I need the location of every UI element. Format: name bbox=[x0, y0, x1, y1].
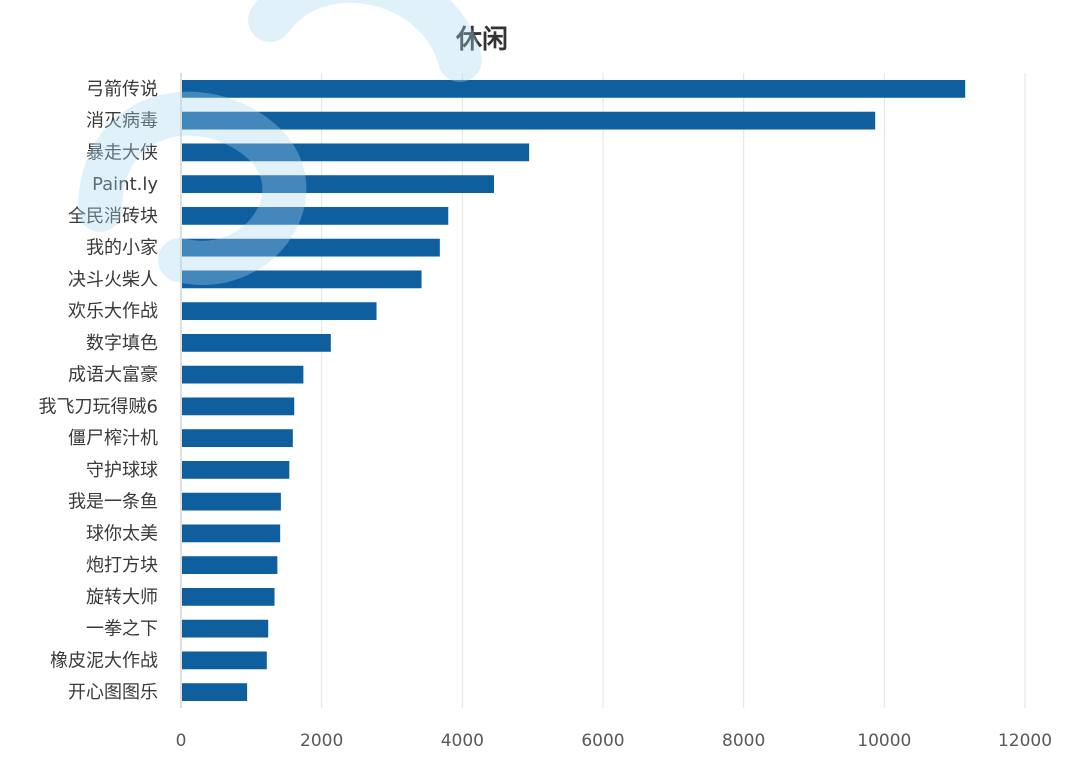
bar bbox=[182, 524, 281, 543]
bar bbox=[182, 111, 876, 130]
bar bbox=[182, 397, 295, 416]
category-label: 球你太美 bbox=[86, 523, 158, 544]
category-label: 消灭病毒 bbox=[86, 111, 158, 132]
bar bbox=[182, 556, 278, 575]
bar bbox=[182, 238, 440, 257]
x-tick-label: 10000 bbox=[857, 731, 911, 751]
bar bbox=[182, 492, 281, 511]
bar bbox=[182, 143, 530, 162]
bar bbox=[182, 587, 275, 606]
bar bbox=[182, 429, 293, 448]
category-label: 成语大富豪 bbox=[68, 365, 158, 386]
category-label: 欢乐大作战 bbox=[68, 301, 158, 322]
bar bbox=[182, 365, 304, 384]
x-tick-label: 2000 bbox=[300, 731, 343, 751]
bar bbox=[182, 270, 422, 289]
category-label: 开心图图乐 bbox=[68, 682, 158, 703]
x-tick-label: 4000 bbox=[441, 731, 484, 751]
category-label: 我的小家 bbox=[86, 238, 158, 259]
bar bbox=[182, 206, 449, 225]
category-label: 暴走大侠 bbox=[86, 142, 158, 163]
category-label: 一拳之下 bbox=[86, 619, 158, 640]
bar bbox=[182, 302, 377, 321]
category-label: 数字填色 bbox=[86, 333, 158, 354]
chart-title: 休闲 bbox=[455, 25, 508, 55]
category-label: 弓箭传说 bbox=[86, 79, 158, 100]
x-tick-label: 6000 bbox=[581, 731, 624, 751]
bar bbox=[182, 460, 290, 479]
bar bbox=[182, 175, 494, 194]
category-label: Paint.ly bbox=[92, 174, 158, 195]
bar bbox=[182, 683, 248, 702]
bar bbox=[182, 333, 331, 352]
bar bbox=[182, 619, 269, 638]
category-label: 决斗火柴人 bbox=[68, 269, 158, 290]
category-label: 炮打方块 bbox=[86, 555, 158, 576]
bar bbox=[182, 79, 966, 98]
x-tick-label: 12000 bbox=[998, 731, 1052, 751]
category-label: 旋转大师 bbox=[86, 587, 158, 608]
gridlines bbox=[321, 73, 1026, 708]
category-label: 守护球球 bbox=[86, 460, 158, 481]
category-label: 橡皮泥大作战 bbox=[50, 650, 158, 671]
x-tick-label: 8000 bbox=[722, 731, 765, 751]
category-label: 我是一条鱼 bbox=[68, 492, 158, 513]
category-label: 我飞刀玩得贼6 bbox=[39, 396, 158, 417]
x-tick-label: 0 bbox=[176, 731, 187, 751]
bar bbox=[182, 651, 267, 670]
x-tick-labels: 0 2000 4000 6000 8000 10000 12000 bbox=[176, 731, 1052, 751]
category-label: 僵尸榨汁机 bbox=[68, 428, 158, 449]
bars bbox=[182, 79, 966, 702]
category-label: 全民消砖块 bbox=[68, 206, 158, 227]
